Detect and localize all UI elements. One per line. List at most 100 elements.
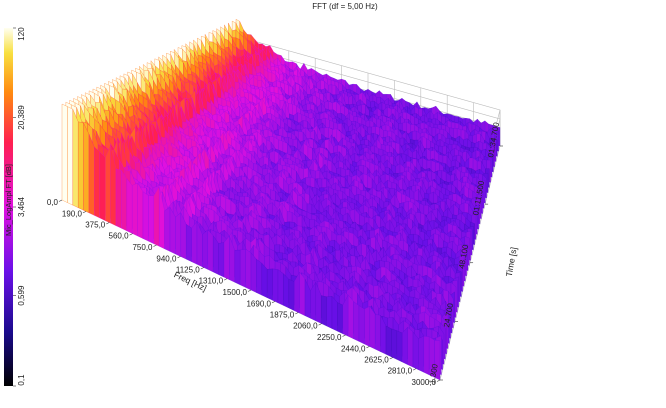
ridge [61, 103, 68, 203]
x-tick [58, 199, 63, 202]
x-tick [200, 267, 204, 270]
ridge [83, 123, 90, 214]
x-tick-label: 375,0 [85, 221, 106, 230]
x-tick-label: 1875,0 [270, 311, 295, 320]
ridge [391, 328, 397, 360]
x-tick-label: 560,0 [109, 232, 130, 241]
x-tick [177, 256, 181, 259]
ridge [337, 302, 343, 334]
x-tick [412, 368, 417, 371]
ridge [331, 295, 338, 332]
x-tick [106, 222, 110, 225]
ridge [250, 252, 257, 293]
ridge [434, 340, 441, 381]
ridge [261, 262, 268, 298]
ridge [418, 335, 424, 373]
ridge [321, 295, 327, 327]
ridge [126, 178, 133, 234]
ridge [67, 106, 73, 206]
ridge [186, 223, 192, 262]
x-tick [153, 244, 157, 247]
x-tick-label: 1125,0 [176, 266, 200, 275]
ridge [423, 335, 430, 376]
colorbar-tick-label: 0,599 [17, 285, 26, 306]
ridge [234, 249, 241, 286]
ridge [191, 220, 198, 265]
colorbar-tick-label: 20,389 [17, 105, 26, 130]
x-tick [129, 233, 133, 236]
ridge [121, 170, 127, 232]
x-tick-label: 3000,0 [412, 378, 437, 387]
ridge [153, 186, 160, 247]
ridge [218, 242, 225, 278]
x-tick [318, 323, 322, 326]
ridge [142, 191, 149, 242]
ridge [407, 326, 414, 368]
ridge [240, 248, 246, 288]
x-tick [295, 312, 299, 315]
x-tick-label: 2810,0 [388, 367, 413, 376]
x-tick [82, 211, 87, 214]
ridge [396, 330, 403, 363]
x-tick-label: 190,0 [62, 210, 83, 219]
ridge [375, 314, 381, 352]
x-tick [223, 278, 228, 281]
ridge [267, 268, 273, 301]
ridge [164, 207, 171, 252]
ridge [88, 134, 95, 216]
ridge [256, 258, 262, 296]
x-tick-label: 0,0 [47, 198, 59, 207]
x-tick-label: 1310,0 [199, 277, 224, 286]
chart-title: FFT (df = 5,00 Hz) [312, 2, 378, 11]
x-tick [247, 289, 252, 292]
ridge [402, 326, 408, 365]
ridge [272, 268, 279, 304]
y-axis-label: Time [s] [504, 246, 519, 277]
ridge [283, 273, 289, 309]
colorbar-tick-label: 3,464 [17, 196, 26, 217]
ridge [105, 145, 111, 224]
ridge [202, 229, 208, 270]
x-tick-label: 2250,0 [317, 333, 342, 342]
x-tick-label: 2625,0 [364, 356, 389, 365]
ridge [358, 305, 365, 345]
x-tick-label: 1500,0 [223, 288, 248, 297]
ridge [326, 296, 333, 329]
ridge [412, 331, 419, 370]
y-tick-label: 1.300 [427, 363, 439, 385]
colorbar-tick-label: 0,1 [17, 374, 26, 386]
ridge [299, 271, 306, 316]
y-tick-label: 24.700 [442, 302, 455, 328]
x-tick-label: 1690,0 [246, 300, 271, 309]
ridge [288, 279, 295, 311]
ridge [385, 325, 392, 358]
x-tick-label: 2440,0 [341, 345, 366, 354]
x-tick-label: 940,0 [156, 255, 177, 264]
x-tick [436, 379, 441, 382]
x-tick [389, 357, 393, 360]
ridge [78, 121, 84, 211]
ridge [132, 182, 138, 237]
ridge [148, 195, 154, 244]
ridge [364, 306, 370, 347]
ridge [94, 146, 100, 219]
colorbar-label: Mic_LogAmpl FT [dB] [4, 164, 13, 236]
ridge [223, 235, 230, 280]
ridge [353, 301, 360, 342]
ridge [175, 212, 181, 257]
y-tick-label: 48.100 [457, 243, 470, 269]
ridge [72, 109, 79, 208]
x-tick [366, 346, 370, 349]
ridge [99, 151, 106, 221]
ridge [137, 182, 144, 239]
ridge [245, 248, 252, 291]
colorbar [4, 28, 13, 386]
ridge [207, 229, 214, 273]
x-tick-label: 2060,0 [293, 322, 318, 331]
colorbar-tick-label: 120 [17, 27, 26, 41]
ridge [348, 294, 354, 340]
x-tick [342, 334, 346, 337]
x-tick-label: 750,0 [132, 243, 153, 252]
x-tick [271, 301, 276, 304]
